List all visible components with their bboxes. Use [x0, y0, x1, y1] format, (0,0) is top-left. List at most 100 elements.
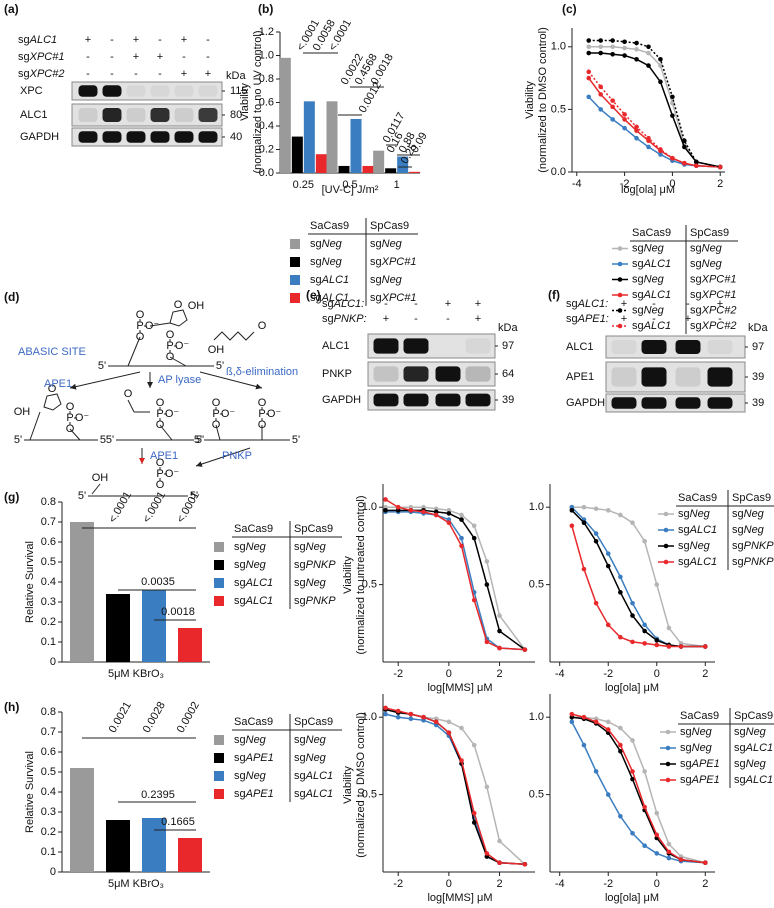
legend-label: sgALC1	[632, 258, 671, 270]
gene-name: ALC1	[321, 292, 350, 304]
condition-sign: +	[181, 34, 187, 46]
legend-label: sgNeg	[294, 541, 327, 553]
condition-sign: -	[86, 68, 90, 80]
point	[421, 509, 426, 515]
point	[670, 100, 675, 106]
point	[433, 512, 439, 518]
condition-sign: +	[717, 298, 723, 310]
atom: OH	[14, 406, 31, 418]
gene-name: XPC#1	[701, 289, 737, 301]
point	[642, 804, 647, 810]
point	[605, 563, 611, 569]
point	[678, 857, 684, 862]
gene-name: ALC1	[643, 289, 672, 301]
y-tick-label: 0.8	[41, 496, 56, 508]
gene-name: Neg	[746, 726, 767, 738]
gene-name: ALC1:	[577, 298, 609, 310]
atom: P	[258, 408, 265, 420]
size-label: 97	[502, 340, 514, 352]
point	[630, 520, 635, 525]
point	[446, 520, 452, 525]
prefix: sg	[370, 292, 382, 304]
size-label: 39	[752, 371, 764, 383]
point	[610, 44, 615, 50]
bar	[303, 101, 315, 173]
point	[702, 860, 708, 866]
legend-swatch	[290, 275, 300, 285]
legend-swatch	[214, 753, 224, 763]
gene-name: Neg	[382, 238, 403, 250]
gene-name: Neg	[690, 540, 711, 552]
x-tick-label: -4	[572, 178, 582, 190]
legend-label: sgPNKP	[294, 595, 336, 607]
legend-label: sgNeg	[690, 242, 723, 254]
y-tick-label: 0.7	[41, 516, 56, 528]
condition-label: sgALC1:	[322, 298, 364, 310]
y-tick-label: 1.0	[362, 711, 377, 723]
panel-label: (a)	[4, 2, 19, 16]
point	[395, 708, 401, 714]
gene-name: ALC1	[245, 577, 274, 589]
y-tick-label: 1.0	[362, 501, 377, 513]
point	[569, 719, 575, 725]
band	[707, 339, 733, 355]
y-tick-label: 0.0	[551, 166, 566, 178]
prefix: sg	[734, 774, 746, 786]
size-label: 64	[502, 368, 514, 380]
gene-name: Neg	[306, 577, 327, 589]
prefix: sg	[566, 313, 578, 325]
condition-sign: -	[182, 51, 186, 63]
point	[670, 94, 675, 100]
bond	[169, 356, 187, 367]
x-tick-label: -2	[393, 878, 403, 890]
legend-label: sgNeg	[294, 734, 327, 746]
condition-sign: -	[652, 298, 656, 310]
band	[675, 367, 701, 387]
y-tick-label: 0.5	[41, 556, 56, 568]
legend-header: SaCas9	[632, 227, 671, 239]
blot-row-label: PNKP	[322, 368, 352, 380]
prefix: sg	[294, 541, 306, 553]
condition-sign: -	[414, 298, 418, 310]
prefix: sg	[370, 238, 382, 250]
gene-name: Neg	[246, 734, 267, 746]
gene-name: ALC1	[643, 320, 672, 332]
y-tick-label: 0.4	[41, 576, 56, 588]
gene-name: ALC1	[321, 274, 350, 286]
blot-row-label: ALC1	[322, 340, 350, 352]
atom: O	[66, 401, 75, 413]
bar	[279, 57, 291, 173]
gene-name: ALC1	[245, 595, 274, 607]
point	[471, 820, 477, 825]
legend-swatch	[290, 293, 300, 303]
legend-swatch	[663, 559, 669, 565]
bar	[385, 168, 397, 173]
point	[618, 574, 623, 580]
legend-label: sgNeg	[234, 541, 267, 553]
band	[373, 393, 399, 407]
point	[581, 566, 587, 572]
point	[630, 776, 635, 782]
legend-swatch	[663, 511, 669, 517]
bond	[127, 336, 141, 367]
point	[634, 57, 639, 62]
bar	[70, 768, 94, 872]
point	[654, 638, 660, 643]
point	[605, 622, 611, 628]
x-tick-label: 0.5	[342, 179, 357, 191]
atom: P	[156, 468, 163, 480]
legend-label: sgALC1	[734, 742, 773, 754]
gene-name: Neg	[692, 726, 713, 738]
point	[497, 628, 502, 634]
x-tick-label: -4	[555, 668, 565, 680]
prefix: sg	[310, 256, 322, 268]
point	[630, 639, 635, 645]
prefix: sg	[310, 292, 322, 304]
point	[702, 644, 708, 649]
legend-label: sgALC1	[734, 774, 773, 786]
point	[459, 517, 464, 522]
point	[634, 128, 639, 133]
prefix: sg	[690, 304, 702, 316]
prefix: sg	[678, 524, 690, 536]
